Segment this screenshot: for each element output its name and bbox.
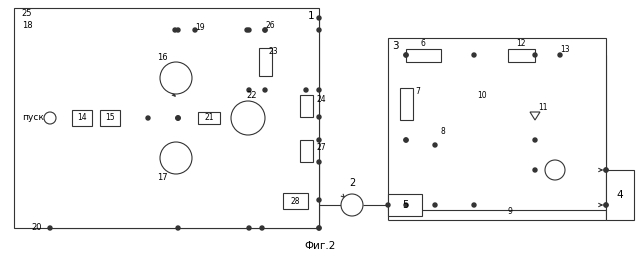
Text: 10: 10 (477, 91, 487, 100)
Circle shape (604, 203, 608, 207)
Circle shape (317, 28, 321, 32)
Text: 24: 24 (316, 95, 326, 104)
Circle shape (604, 168, 608, 172)
Bar (508, 49, 535, 62)
Text: 26: 26 (265, 22, 275, 30)
Circle shape (44, 112, 56, 124)
Text: 2: 2 (349, 178, 355, 188)
Circle shape (263, 28, 267, 32)
Circle shape (176, 28, 180, 32)
Circle shape (404, 53, 408, 57)
Circle shape (263, 88, 267, 92)
Circle shape (317, 138, 321, 142)
Circle shape (317, 226, 321, 230)
Bar (400, 88, 413, 120)
Circle shape (317, 198, 321, 202)
Circle shape (48, 226, 52, 230)
Circle shape (231, 101, 265, 135)
Bar (388, 38, 606, 210)
Circle shape (317, 160, 321, 164)
Circle shape (247, 226, 251, 230)
Circle shape (176, 226, 180, 230)
Circle shape (404, 203, 408, 207)
Text: 4: 4 (617, 190, 623, 200)
Text: 23: 23 (268, 48, 278, 57)
Text: 14: 14 (77, 113, 87, 123)
Circle shape (341, 194, 363, 216)
Text: 13: 13 (560, 46, 570, 55)
Text: 21: 21 (204, 113, 214, 123)
Circle shape (404, 138, 408, 142)
Circle shape (247, 28, 251, 32)
Text: 27: 27 (316, 144, 326, 153)
Bar (406, 49, 441, 62)
Text: 5: 5 (402, 200, 408, 210)
Text: 8: 8 (440, 127, 445, 136)
Text: 18: 18 (22, 22, 32, 30)
Circle shape (317, 88, 321, 92)
Bar (198, 112, 220, 124)
Circle shape (533, 138, 537, 142)
Circle shape (160, 62, 192, 94)
Text: 25: 25 (22, 9, 32, 18)
Bar (300, 140, 313, 162)
Circle shape (404, 138, 408, 142)
Circle shape (317, 115, 321, 119)
Circle shape (260, 226, 264, 230)
Circle shape (173, 28, 177, 32)
Text: 7: 7 (415, 88, 420, 97)
Text: 15: 15 (105, 113, 115, 123)
Bar (100, 110, 120, 126)
Bar (72, 110, 92, 126)
Text: 3: 3 (392, 41, 398, 51)
Circle shape (160, 142, 192, 174)
Circle shape (545, 160, 565, 180)
Text: 9: 9 (508, 208, 513, 217)
Bar (388, 194, 422, 216)
Bar (283, 193, 308, 209)
Circle shape (176, 116, 180, 120)
Circle shape (317, 226, 321, 230)
Circle shape (146, 116, 150, 120)
Circle shape (193, 28, 197, 32)
Bar (300, 95, 313, 117)
Text: 1: 1 (308, 11, 314, 21)
Circle shape (386, 203, 390, 207)
Circle shape (558, 53, 562, 57)
Circle shape (433, 203, 437, 207)
Polygon shape (530, 112, 540, 120)
Text: пуск: пуск (22, 113, 44, 123)
Circle shape (404, 53, 408, 57)
Circle shape (176, 116, 180, 120)
Circle shape (472, 203, 476, 207)
Circle shape (604, 168, 608, 172)
Bar (259, 48, 272, 76)
Bar (14, 8, 319, 228)
Text: 12: 12 (516, 39, 525, 48)
Circle shape (604, 203, 608, 207)
Circle shape (245, 28, 249, 32)
Circle shape (433, 143, 437, 147)
Text: 17: 17 (157, 174, 167, 183)
Circle shape (176, 116, 180, 120)
Text: 19: 19 (195, 23, 205, 31)
Circle shape (304, 88, 308, 92)
Circle shape (317, 16, 321, 20)
Text: 11: 11 (538, 103, 548, 112)
Circle shape (263, 28, 267, 32)
Circle shape (247, 88, 251, 92)
Bar (606, 170, 634, 220)
Text: 20: 20 (32, 223, 42, 232)
Circle shape (533, 168, 537, 172)
Circle shape (533, 53, 537, 57)
Circle shape (472, 53, 476, 57)
Text: 22: 22 (247, 91, 257, 101)
Text: Фиг.2: Фиг.2 (304, 241, 336, 251)
Text: 16: 16 (157, 54, 167, 62)
Text: 6: 6 (420, 39, 426, 48)
Text: 28: 28 (291, 197, 300, 206)
